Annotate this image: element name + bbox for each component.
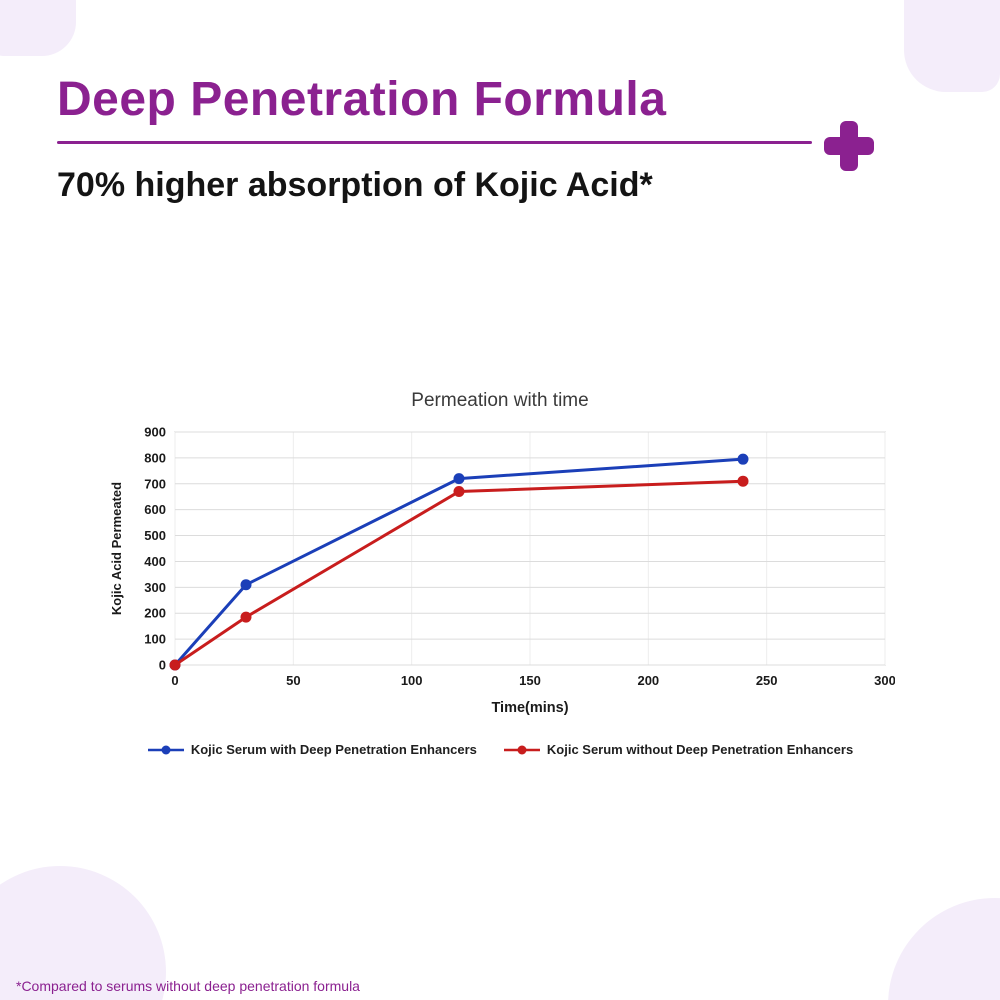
- svg-text:900: 900: [144, 425, 166, 440]
- legend-marker-blue-line-icon: [147, 744, 185, 756]
- legend-item-with-enhancers: Kojic Serum with Deep Penetration Enhanc…: [147, 742, 477, 757]
- line-chart: 0 100 200 300 400 500 600 700 800 900 0 50 100 150 200…: [109, 425, 895, 717]
- corner-decoration-top-right: [904, 0, 1000, 92]
- legend-marker-red-line-icon: [503, 744, 541, 756]
- legend-label-without-enhancers: Kojic Serum without Deep Penetration Enh…: [546, 742, 854, 757]
- svg-text:400: 400: [144, 554, 166, 569]
- svg-text:250: 250: [756, 673, 778, 688]
- svg-text:200: 200: [637, 673, 659, 688]
- svg-text:300: 300: [144, 580, 166, 595]
- chart-title: Permeation with time: [411, 390, 589, 411]
- svg-text:600: 600: [144, 502, 166, 517]
- svg-text:0: 0: [171, 673, 178, 688]
- svg-text:Kojic Acid Permeated: Kojic Acid Permeated: [109, 482, 124, 615]
- svg-text:300: 300: [874, 673, 895, 688]
- svg-text:200: 200: [144, 606, 166, 621]
- page-title: Deep Penetration Formula: [57, 73, 667, 126]
- page-subtitle: 70% higher absorption of Kojic Acid*: [57, 166, 653, 204]
- legend-label-with-enhancers: Kojic Serum with Deep Penetration Enhanc…: [190, 742, 477, 757]
- chart-container: Permeation with time 0 100 200 300 400 500 600…: [105, 390, 895, 757]
- svg-text:150: 150: [519, 673, 541, 688]
- svg-text:500: 500: [144, 528, 166, 543]
- svg-text:700: 700: [144, 476, 166, 491]
- svg-text:100: 100: [401, 673, 423, 688]
- svg-text:Time(mins): Time(mins): [491, 700, 568, 716]
- corner-decoration-top-left: [0, 0, 76, 56]
- footnote: *Compared to serums without deep penetra…: [16, 978, 360, 994]
- svg-text:800: 800: [144, 450, 166, 465]
- corner-decoration-bottom-right: [888, 898, 1000, 1000]
- svg-text:0: 0: [159, 658, 166, 673]
- header-divider: [57, 141, 812, 144]
- legend-item-without-enhancers: Kojic Serum without Deep Penetration Enh…: [503, 742, 853, 757]
- svg-text:100: 100: [144, 632, 166, 647]
- svg-text:50: 50: [286, 673, 300, 688]
- plus-icon: [822, 119, 876, 173]
- chart-legend: Kojic Serum with Deep Penetration Enhanc…: [105, 742, 895, 757]
